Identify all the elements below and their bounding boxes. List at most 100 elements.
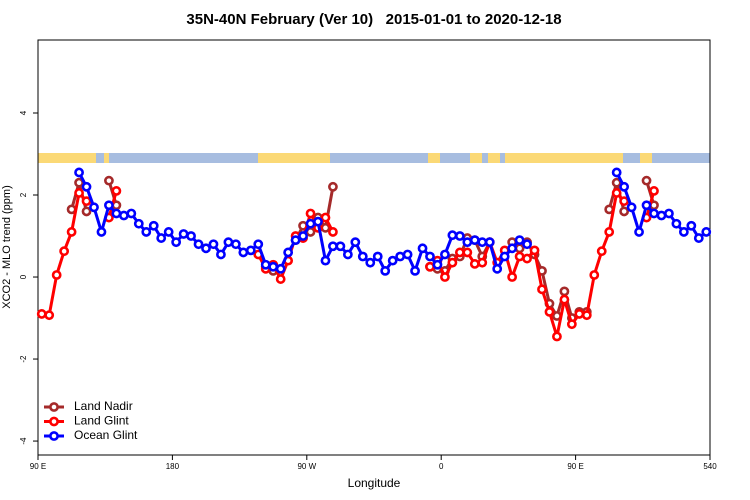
data-point xyxy=(507,272,518,282)
data-point xyxy=(499,251,510,262)
data-point xyxy=(372,251,383,262)
data-point xyxy=(245,245,256,256)
data-point xyxy=(51,270,62,280)
data-point xyxy=(81,196,92,207)
data-point xyxy=(313,216,323,227)
data-point xyxy=(529,245,540,256)
data-point xyxy=(664,208,674,219)
data-point xyxy=(432,259,443,270)
data-point xyxy=(268,261,279,272)
x-tick-label: 180 xyxy=(166,462,180,471)
data-point xyxy=(380,265,391,276)
data-point xyxy=(156,233,167,243)
data-point xyxy=(223,237,234,248)
data-point xyxy=(193,239,204,250)
data-point xyxy=(581,310,592,321)
data-point xyxy=(447,257,458,268)
land-band xyxy=(488,153,500,163)
data-point xyxy=(552,331,562,342)
data-point xyxy=(81,206,92,217)
plot-frame xyxy=(37,39,711,456)
data-point xyxy=(275,274,286,284)
data-point xyxy=(74,177,84,188)
data-point xyxy=(559,286,570,297)
y-tick-label: 2 xyxy=(19,192,28,197)
data-point xyxy=(589,270,600,280)
data-point xyxy=(111,186,122,196)
land-ocean-band xyxy=(38,153,710,163)
data-point xyxy=(216,249,226,260)
data-point xyxy=(417,243,428,254)
data-point xyxy=(365,257,376,268)
data-point xyxy=(283,247,294,258)
data-point xyxy=(410,265,420,276)
data-point xyxy=(350,237,361,248)
data-point xyxy=(469,235,480,246)
data-point xyxy=(686,220,697,231)
data-point xyxy=(260,259,271,270)
data-point xyxy=(693,233,704,243)
data-point xyxy=(44,310,55,321)
data-point xyxy=(320,212,331,223)
land-band xyxy=(505,153,623,163)
data-point xyxy=(484,237,495,248)
data-point xyxy=(544,306,555,317)
data-point xyxy=(619,196,630,207)
data-point xyxy=(208,239,219,250)
land-band xyxy=(104,153,109,163)
chart-title: 35N-40N February (Ver 10) 2015-01-01 to … xyxy=(186,11,561,28)
data-point xyxy=(537,284,547,295)
land-band xyxy=(38,153,96,163)
data-point xyxy=(328,181,338,192)
data-point xyxy=(111,208,122,219)
data-point xyxy=(171,237,182,248)
data-point xyxy=(604,227,615,237)
ocean-band xyxy=(38,153,710,163)
data-point xyxy=(447,230,458,241)
x-tick-label: 0 xyxy=(439,462,444,471)
data-point xyxy=(328,227,338,237)
legend-marker xyxy=(49,402,59,412)
data-point xyxy=(342,249,353,260)
legend-label: Ocean Glint xyxy=(74,428,138,442)
data-point xyxy=(387,255,398,266)
data-point xyxy=(425,251,435,262)
data-point xyxy=(253,239,264,250)
y-axis-label: XCO2 - MLO trend (ppm) xyxy=(1,185,13,308)
data-point xyxy=(201,243,211,254)
data-point xyxy=(178,229,189,239)
data-point xyxy=(634,227,644,237)
data-point xyxy=(619,206,630,217)
data-point xyxy=(641,175,652,186)
data-point xyxy=(574,309,585,319)
data-point xyxy=(611,188,622,198)
data-point xyxy=(462,237,473,248)
data-point xyxy=(402,249,413,260)
data-point xyxy=(335,241,346,252)
data-point xyxy=(649,186,659,196)
data-point xyxy=(611,167,622,178)
data-point xyxy=(305,218,316,229)
data-point xyxy=(186,231,196,241)
data-point xyxy=(89,202,99,213)
data-point xyxy=(462,247,473,258)
data-point xyxy=(96,227,107,237)
data-point xyxy=(74,188,84,198)
legend-label: Land Nadir xyxy=(74,399,133,413)
x-axis-label: Longitude xyxy=(348,476,401,490)
data-point xyxy=(104,175,114,186)
data-point xyxy=(507,243,518,254)
y-tick-label: 4 xyxy=(19,110,28,115)
data-point xyxy=(596,246,607,257)
data-point xyxy=(701,227,712,237)
data-point xyxy=(104,200,114,211)
data-point xyxy=(619,181,630,192)
data-point xyxy=(395,251,406,262)
data-point xyxy=(328,241,338,252)
data-point xyxy=(477,257,488,268)
data-point xyxy=(656,210,667,221)
data-point xyxy=(126,208,137,219)
land-band xyxy=(258,153,330,163)
data-point xyxy=(230,239,241,250)
data-point xyxy=(454,231,465,241)
